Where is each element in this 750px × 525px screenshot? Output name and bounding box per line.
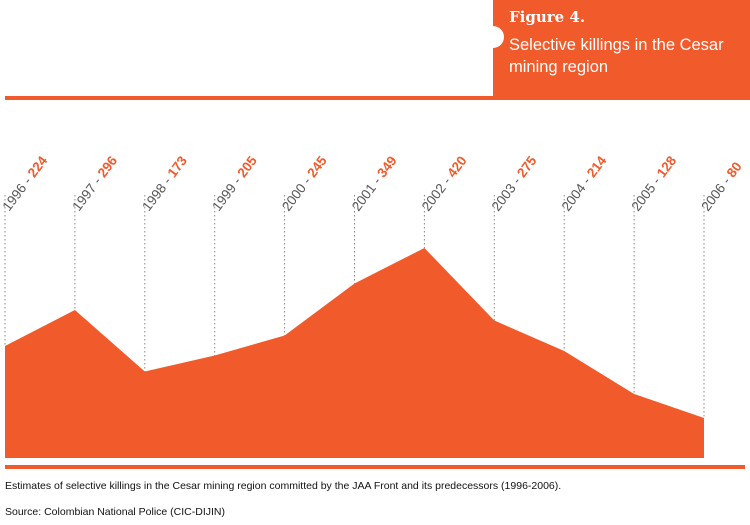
tick-label-2001: 2001 - 349 <box>349 153 400 214</box>
tick-label-1999: 1999 - 205 <box>209 153 260 214</box>
figure-title: Selective killings in the Cesar mining r… <box>509 36 724 76</box>
source-note: Source: Colombian National Police (CIC-D… <box>5 506 225 518</box>
figure-title-box: Figure 4. Selective killings in the Cesa… <box>493 0 750 96</box>
tick-label-2006: 2006 - 80 <box>698 159 744 214</box>
tick-year-2000: 2000 - <box>279 171 316 214</box>
year-guides <box>4 195 705 418</box>
tick-label-2002: 2002 - 420 <box>419 153 470 214</box>
tick-label-2000: 2000 - 245 <box>279 153 330 214</box>
tick-label-1998: 1998 - 173 <box>139 153 190 214</box>
tick-year-2003: 2003 - <box>489 171 526 214</box>
tick-label-2003: 2003 - 275 <box>489 153 540 214</box>
figure-label: Figure 4. <box>509 8 586 26</box>
tick-year-2001: 2001 - <box>349 171 386 214</box>
bottom-rule <box>5 465 745 469</box>
year-value-labels: 1996 - 224 1997 - 296 1998 - 173 1999 - 205… <box>0 153 745 214</box>
title-box-notch <box>482 26 504 48</box>
tick-label-2005: 2005 - 128 <box>629 153 680 214</box>
tick-label-2004: 2004 - 214 <box>559 153 610 214</box>
tick-year-2006: 2006 - <box>698 171 735 214</box>
data-label-2006: 80 <box>724 159 745 180</box>
tick-year-2004: 2004 - <box>559 171 596 214</box>
tick-year-1996: 1996 - <box>0 171 37 214</box>
area-chart: 1996 - 224 1997 - 296 1998 - 173 1999 - 205… <box>0 153 745 458</box>
chart-caption: Estimates of selective killings in the C… <box>5 480 562 492</box>
killings-area <box>5 248 704 458</box>
tick-year-2002: 2002 - <box>419 171 456 214</box>
tick-label-1996: 1996 - 224 <box>0 153 51 214</box>
tick-label-1997: 1997 - 296 <box>69 153 120 214</box>
tick-year-2005: 2005 - <box>629 171 666 214</box>
tick-year-1997: 1997 - <box>69 171 106 214</box>
top-rule <box>5 96 750 100</box>
tick-year-1998: 1998 - <box>139 171 176 214</box>
tick-year-1999: 1999 - <box>209 171 246 214</box>
